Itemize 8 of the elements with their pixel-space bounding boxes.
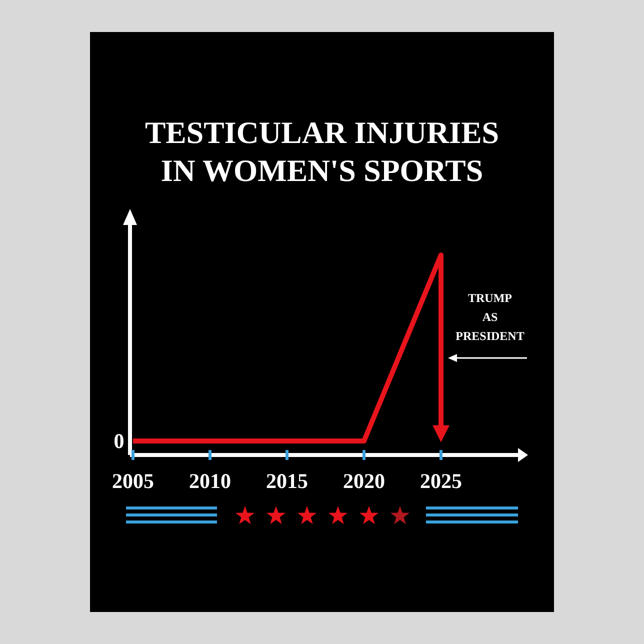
annotation: 0: [114, 429, 124, 453]
x-tick-label: 2005: [112, 469, 154, 493]
x-tick-label: 2025: [420, 469, 462, 493]
annotation: TRUMP AS PRESIDENT: [456, 291, 524, 343]
x-tick-label: 2020: [343, 469, 385, 493]
x-tick-label: 2015: [266, 469, 308, 493]
x-tick-label: 2010: [189, 469, 231, 493]
chart-title: TESTICULAR INJURIES IN WOMEN'S SPORTS: [144, 115, 500, 188]
